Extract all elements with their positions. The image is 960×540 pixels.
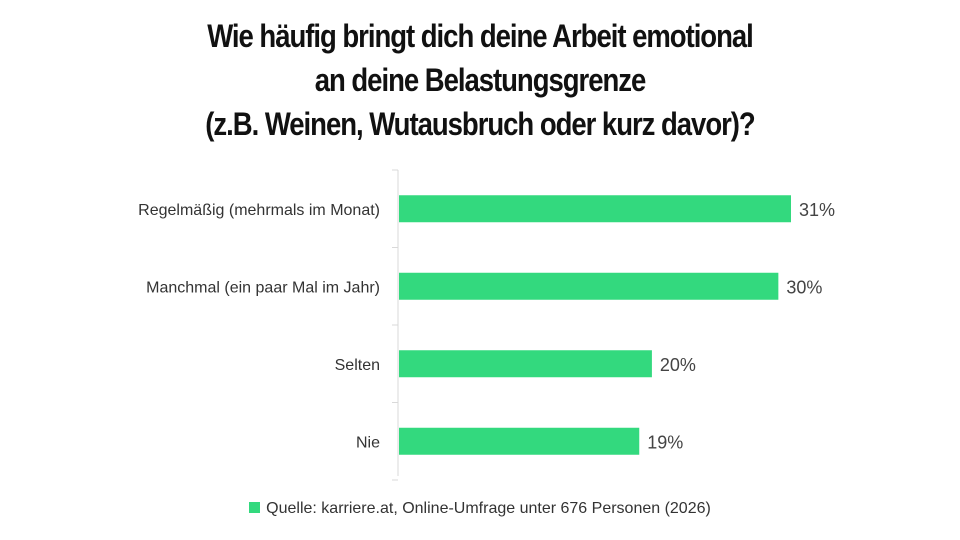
- value-label: 20%: [660, 355, 696, 375]
- chart-title: Wie häufig bringt dich deine Arbeit emot…: [67, 14, 893, 146]
- category-label: Selten: [335, 357, 380, 374]
- legend-swatch: [249, 502, 261, 513]
- bar: [399, 272, 779, 300]
- value-label: 30%: [786, 277, 822, 297]
- value-label: 19%: [647, 432, 683, 452]
- legend: Quelle: karriere.at, Online-Umfrage unte…: [0, 500, 960, 518]
- category-label: Nie: [356, 434, 380, 451]
- value-label: 31%: [799, 200, 835, 220]
- chart-title-line-3: (z.B. Weinen, Wutausbruch oder kurz davo…: [205, 106, 755, 142]
- category-label: Regelmäßig (mehrmals im Monat): [138, 202, 380, 219]
- chart-title-line-2: an deine Belastungsgrenze: [314, 62, 647, 98]
- bar: [399, 350, 652, 378]
- bar: [399, 195, 791, 223]
- legend-label: Quelle: karriere.at, Online-Umfrage unte…: [266, 500, 711, 517]
- chart-title-line-1: Wie häufig bringt dich deine Arbeit emot…: [207, 18, 754, 54]
- category-label: Manchmal (ein paar Mal im Jahr): [146, 279, 380, 296]
- bar: [399, 427, 640, 455]
